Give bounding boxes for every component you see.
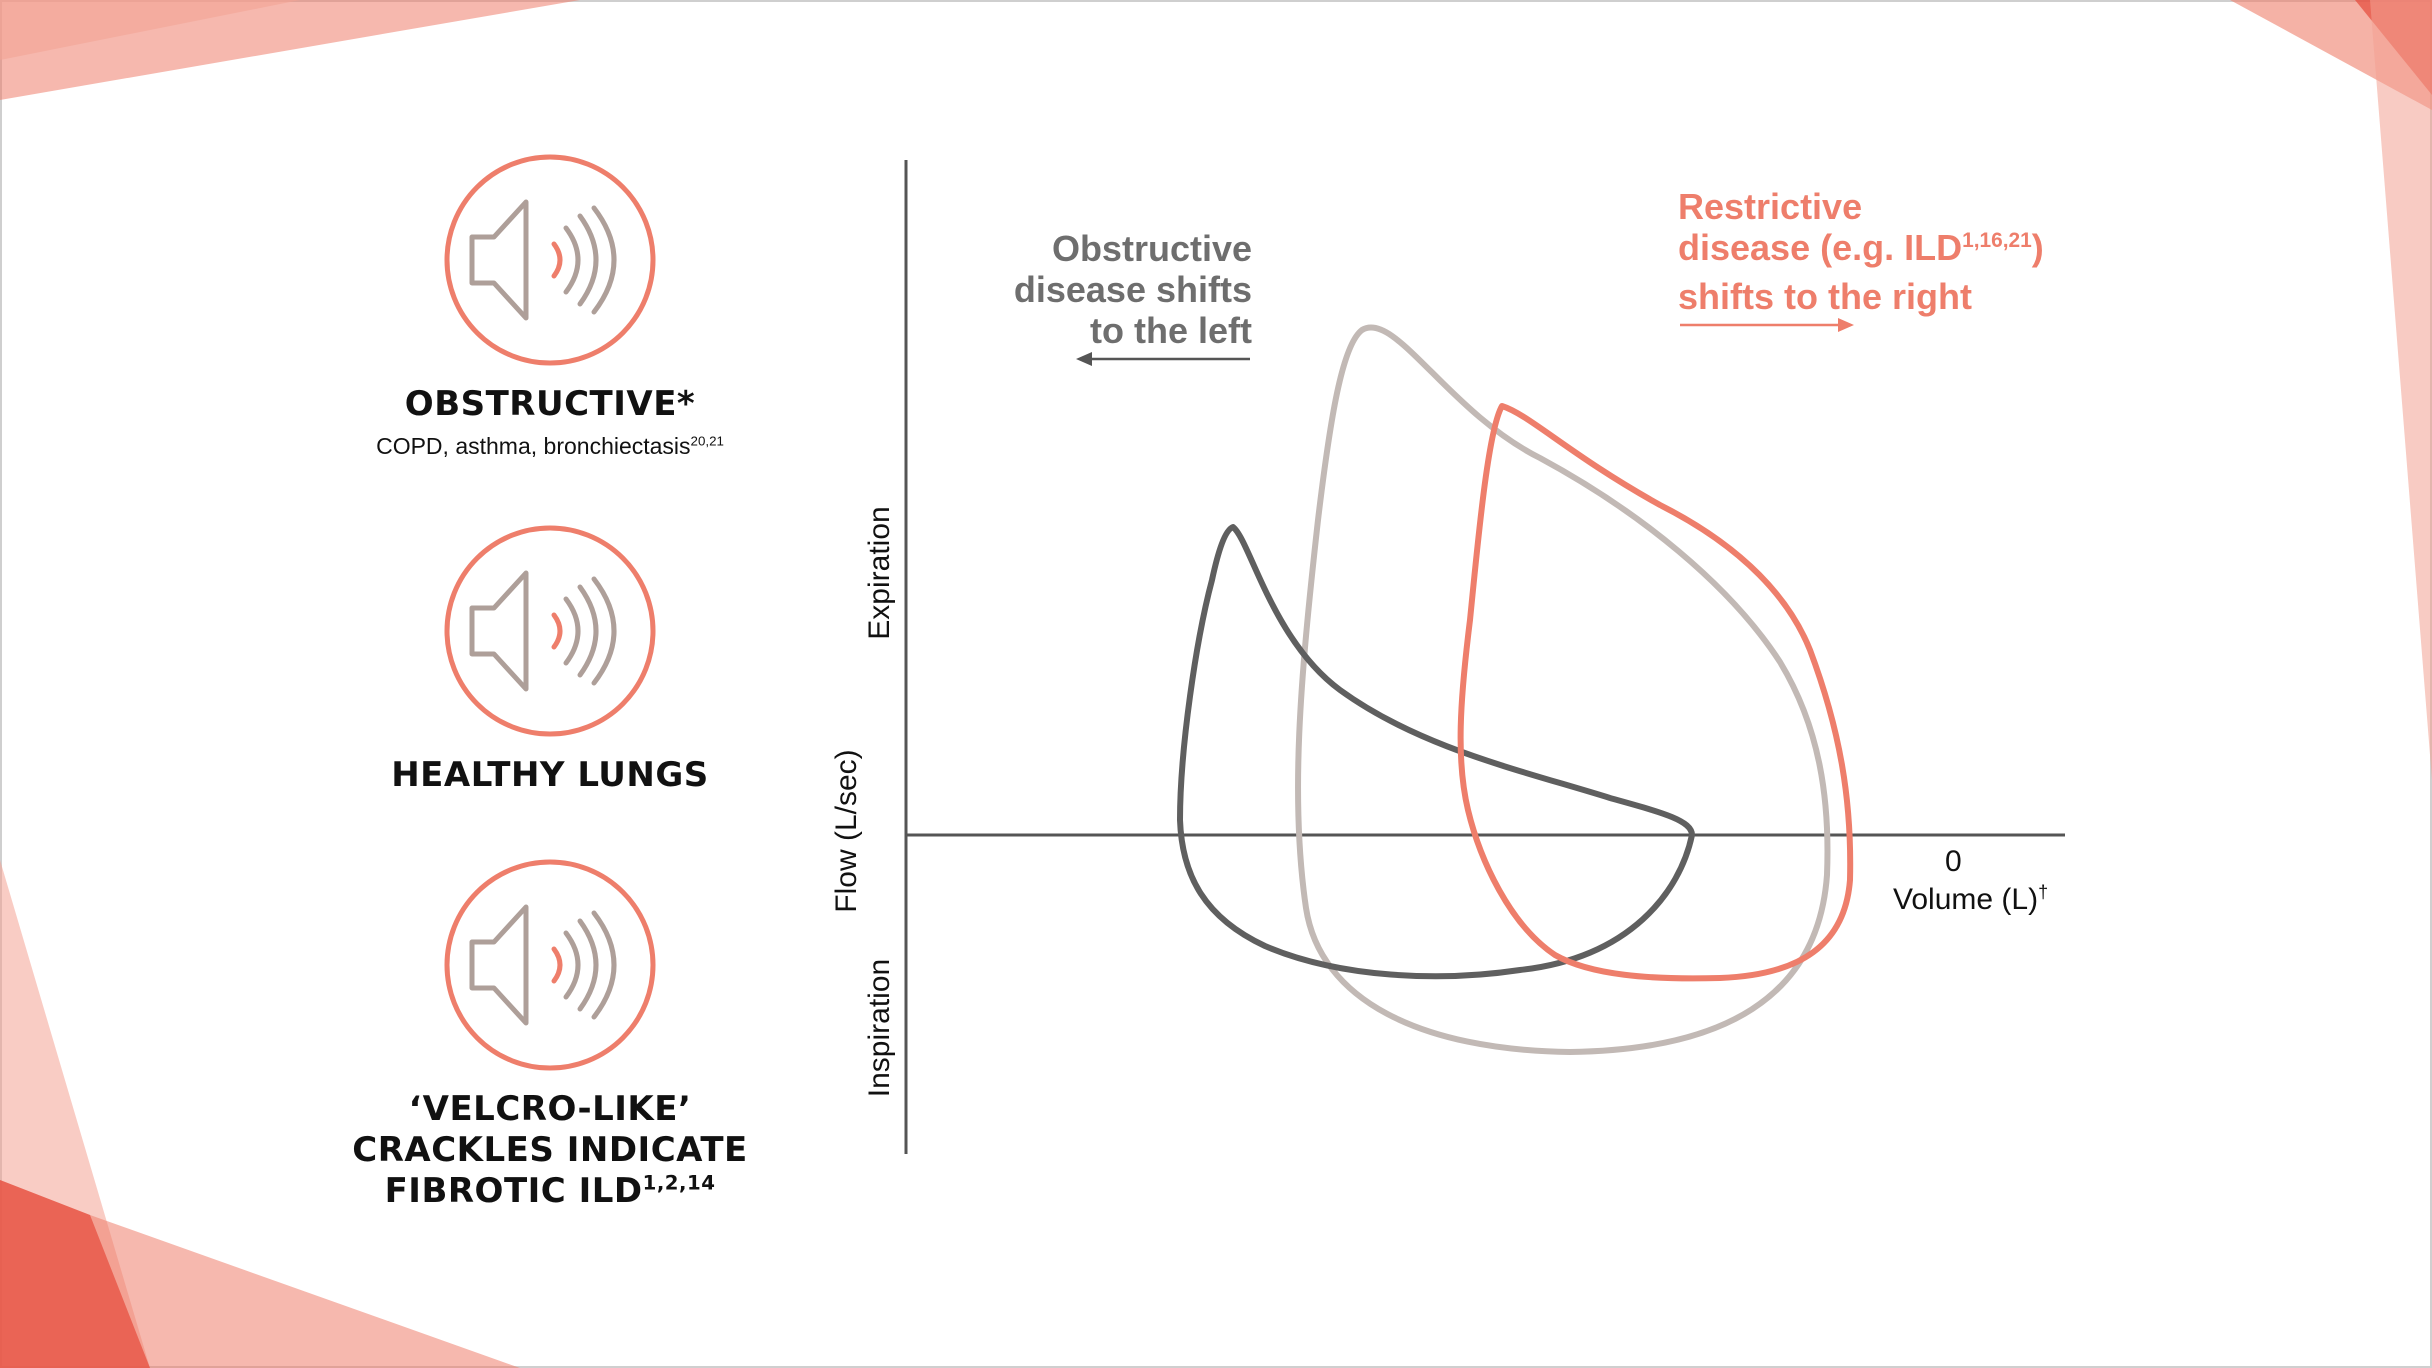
velcro-title-line3-wrap: FIBROTIC ILD1,2,14: [300, 1171, 800, 1212]
obstructive-note-line1: Obstructive: [1051, 228, 1252, 269]
restrictive-note-refs: 1,16,21: [1962, 229, 2032, 252]
inspiration-label: Inspiration: [863, 958, 896, 1098]
restrictive-shift-note: Restrictive disease (e.g. ILD1,16,21) sh…: [1678, 186, 2138, 317]
left-arrow-head: [1076, 352, 1092, 366]
restrictive-loop: [1457, 403, 1854, 982]
volume-axis-label: Volume (L)†: [1893, 882, 2048, 917]
volume-axis-mark: †: [2038, 882, 2049, 902]
right-edge-shard: [2370, 0, 2432, 780]
flow-axis-label: Flow (L/sec): [830, 749, 863, 913]
obstructive-subtitle-refs: 20,21: [690, 433, 724, 449]
x-zero-label: 0: [1945, 845, 1962, 878]
restrictive-note-line3: shifts to the right: [1678, 276, 1972, 317]
bottom-left-shard-dark: [0, 1180, 150, 1368]
sound-item-obstructive: OBSTRUCTIVE* COPD, asthma, bronchiectasi…: [300, 152, 800, 460]
obstructive-subtitle: COPD, asthma, bronchiectasis20,21: [300, 433, 800, 460]
sound-item-velcro-crackles: ‘VELCRO-LIKE’ CRACKLES INDICATE FIBROTIC…: [300, 857, 800, 1212]
healthy-title: HEALTHY LUNGS: [391, 755, 709, 795]
obstructive-title: OBSTRUCTIVE*: [404, 384, 696, 424]
obstructive-subtitle-text: COPD, asthma, bronchiectasis: [376, 433, 691, 459]
restrictive-note-line2-suffix: ): [2031, 227, 2044, 268]
restrictive-note-line2-prefix: disease (e.g. ILD: [1678, 227, 1963, 268]
velcro-title: ‘VELCRO-LIKE’ CRACKLES INDICATE FIBROTIC…: [300, 1089, 800, 1212]
restrictive-note-line2: disease (e.g. ILD1,16,21): [1678, 227, 2138, 268]
velcro-title-refs: 1,2,14: [642, 1171, 716, 1195]
speaker-sound-icon[interactable]: [442, 857, 658, 1073]
healthy-loop: [1294, 324, 1831, 1055]
obstructive-shift-note: Obstructive disease shifts to the left: [930, 228, 1252, 351]
volume-axis-text: Volume (L): [1893, 883, 2039, 916]
obstructive-note-line3: to the left: [1090, 310, 1252, 351]
speaker-sound-icon[interactable]: [442, 152, 658, 368]
obstructive-loop: [1177, 524, 1695, 980]
speaker-sound-icon[interactable]: [442, 523, 658, 739]
restrictive-note-line1: Restrictive: [1678, 186, 1863, 227]
right-arrow-head: [1838, 318, 1854, 332]
velcro-title-line2: CRACKLES INDICATE: [352, 1130, 748, 1170]
top-left-shard-light: [0, 0, 300, 60]
expiration-label: Expiration: [863, 506, 896, 640]
sound-item-healthy: HEALTHY LUNGS: [300, 523, 800, 796]
obstructive-note-line2: disease shifts: [1013, 269, 1252, 310]
velcro-title-line1: ‘VELCRO-LIKE’: [408, 1089, 692, 1129]
velcro-title-line3: FIBROTIC ILD: [384, 1171, 643, 1211]
